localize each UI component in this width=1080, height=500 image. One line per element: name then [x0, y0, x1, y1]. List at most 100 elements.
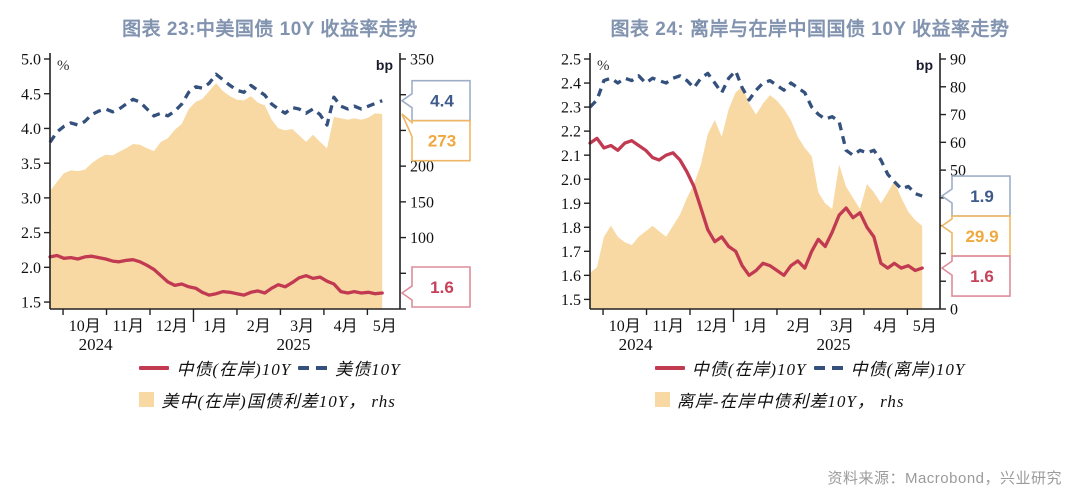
x-axis-month-label: 12月 — [156, 318, 188, 335]
y-axis-left-label: 2.4 — [561, 76, 581, 93]
callout-1.9: 1.9 — [940, 175, 1011, 217]
area-swatch-marker — [139, 392, 155, 407]
callout-value: 273 — [428, 132, 456, 151]
dashed-line-marker — [298, 365, 329, 370]
axes-layer: 1.5 2.0 2.5 3.0 3.5 4.0 4.5 5.0 100 150 200 350 10月 1… — [21, 52, 434, 354]
legend-label-spread: 离岸-在岸中债利差10Y， rhs — [676, 392, 905, 411]
source-text: 资料来源：Macrobond，兴业研究 — [827, 470, 1062, 487]
x-axis-month-label: 4月 — [874, 318, 898, 335]
legend-right: 中债(在岸)10Y 中债(离岸)10Y 离岸-在岸中债利差10Y， rhs — [654, 355, 966, 412]
y-axis-right-label: 200 — [410, 159, 434, 176]
y-axis-left-label: 2.3 — [561, 100, 581, 117]
callout-273: 273 — [401, 113, 471, 162]
chart-canvas-left: 1.5 2.0 2.5 3.0 3.5 4.0 4.5 5.0 100 150 200 350 10月 1… — [21, 52, 471, 354]
callout-29.9: 29.9 — [940, 215, 1011, 257]
charts-row: 图表 23:中美国债 10Y 收益率走势 1.5 2.0 2.5 3.0 3.5 4.0 4… — [0, 0, 1080, 412]
y-axis-left-label: 1.6 — [561, 268, 581, 285]
axes-layer: 1.51.61.71.81.92.02.12.22.32.42.50506070… — [561, 52, 966, 354]
series-line-dashed — [48, 72, 383, 144]
callout-value: 29.9 — [965, 227, 998, 246]
legend-row: 中债(在岸)10Y 中债(离岸)10Y — [654, 355, 966, 380]
legend-row: 美中(在岸)国债利差10Y， rhs — [139, 387, 400, 412]
callout-1.6: 1.6 — [400, 266, 471, 308]
legend-label-us: 美债10Y — [335, 360, 401, 379]
y-axis-left-label: 1.7 — [561, 244, 581, 261]
x-axis-month-label: 5月 — [373, 318, 397, 335]
x-axis-month-label: 12月 — [696, 318, 728, 335]
x-axis-month-label: 2月 — [787, 318, 811, 335]
y-axis-left-label: 3.0 — [21, 190, 41, 207]
x-axis-month-label: 10月 — [69, 318, 101, 335]
y-axis-left-label: 1.5 — [21, 295, 41, 312]
legend-label-onshore: 中债(在岸)10Y — [691, 360, 807, 379]
series-line-solid — [588, 136, 924, 277]
y-axis-left-label: 1.5 — [561, 292, 581, 309]
area-swatch-marker — [654, 392, 670, 407]
y-axis-left-label: 4.0 — [21, 121, 41, 138]
x-axis-year-label: 2024 — [619, 335, 654, 354]
x-axis-month-label: 2月 — [247, 318, 271, 335]
dashed-line-marker — [813, 365, 844, 370]
series-layer — [588, 69, 924, 309]
y-axis-right-label: 0 — [950, 302, 958, 319]
chart-block-left: 图表 23:中美国债 10Y 收益率走势 1.5 2.0 2.5 3.0 3.5 4.0 4… — [0, 0, 540, 412]
callout-value: 1.6 — [430, 278, 454, 297]
y-axis-right-label: 80 — [950, 79, 966, 96]
y-axis-left-label: 2.5 — [21, 225, 41, 242]
x-axis-month-label: 10月 — [609, 318, 641, 335]
y-axis-left-label: 2.2 — [561, 124, 581, 141]
legend-row: 离岸-在岸中债利差10Y， rhs — [654, 387, 966, 412]
y-axis-right-label: 350 — [410, 52, 434, 69]
y-axis-left-label: 1.9 — [561, 196, 581, 213]
callout-4.4: 4.4 — [400, 79, 471, 122]
y-axis-left-label: 3.5 — [21, 156, 41, 173]
chart-block-right: 图表 24: 离岸与在岸中国国债 10Y 收益率走势 1.5 1.6 1.7 1.8 1… — [540, 0, 1080, 412]
legend-label-spread: 美中(在岸)国债利差10Y， rhs — [161, 392, 396, 411]
y-axis-left-label: 2.0 — [561, 172, 581, 189]
callout-value: 1.9 — [970, 187, 994, 206]
x-axis-year-label: 2024 — [79, 335, 114, 354]
legend-label-onshore: 中债(在岸)10Y — [176, 360, 292, 379]
series-layer — [48, 72, 384, 309]
x-axis-month-label: 1月 — [203, 318, 227, 335]
x-axis-month-label: 3月 — [830, 318, 854, 335]
y-axis-right-label: 100 — [410, 230, 434, 247]
y-axis-left-label: 5.0 — [21, 52, 41, 69]
y-axis-left-label: 4.5 — [21, 86, 41, 103]
x-axis-month-label: 4月 — [334, 318, 358, 335]
y-axis-left-label: 2.0 — [21, 260, 41, 277]
callout-1.6: 1.6 — [940, 255, 1011, 297]
chart-canvas-right: 1.51.61.71.81.92.02.12.22.32.42.50506070… — [561, 52, 1011, 354]
chart-title-left: 图表 23:中美国债 10Y 收益率走势 — [122, 19, 418, 40]
x-axis-month-label: 3月 — [290, 318, 314, 335]
series-area — [50, 83, 383, 309]
x-axis-month-label: 11月 — [653, 318, 684, 335]
legend-row: 中债(在岸)10Y 美债10Y — [139, 355, 400, 380]
x-axis-month-label: 1月 — [743, 318, 767, 335]
series-area — [590, 86, 923, 309]
x-axis-month-label: 5月 — [913, 318, 937, 335]
y-axis-left-label: 2.1 — [561, 148, 581, 165]
unit-left-label: % — [597, 58, 610, 74]
y-axis-right-label: 150 — [410, 194, 434, 211]
y-axis-right-label: 60 — [950, 135, 966, 152]
unit-left-label: % — [57, 58, 70, 74]
x-axis-year-label: 2025 — [816, 335, 850, 354]
y-axis-right-label: 70 — [950, 107, 966, 124]
callout-value: 4.4 — [430, 92, 454, 111]
series-line-solid — [48, 253, 384, 297]
solid-line-marker — [139, 365, 170, 370]
legend-left: 中债(在岸)10Y 美债10Y 美中(在岸)国债利差10Y， rhs — [139, 355, 400, 412]
legend-label-offshore: 中债(离岸)10Y — [850, 360, 966, 379]
y-axis-right-label: 90 — [950, 52, 966, 69]
unit-right-label: bp — [916, 57, 933, 73]
callout-value: 1.6 — [970, 267, 994, 286]
chart-title-right: 图表 24: 离岸与在岸中国国债 10Y 收益率走势 — [610, 19, 1010, 40]
y-axis-left-label: 2.5 — [561, 52, 581, 69]
x-axis-year-label: 2025 — [276, 335, 310, 354]
x-axis-month-label: 11月 — [113, 318, 144, 335]
y-axis-left-label: 1.8 — [561, 220, 581, 237]
solid-line-marker — [654, 365, 685, 370]
unit-right-label: bp — [376, 57, 393, 73]
